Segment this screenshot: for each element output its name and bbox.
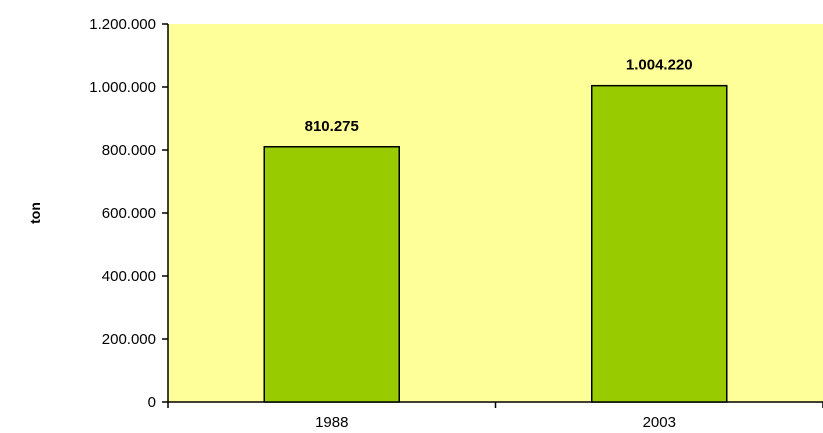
x-tick-label: 2003 [643,414,676,431]
bar-2003 [591,84,728,403]
y-tick-label: 400.000 [102,268,156,285]
y-tick-label: 600.000 [102,205,156,222]
y-axis: 0 200.000 400.000 600.000 800.000 1.000.000 1.… [89,16,169,411]
data-labels: 810.275 1.004.220 [305,57,693,135]
y-tick-label: 1.200.000 [89,16,156,33]
bar-1988 [263,146,400,403]
data-label-1988: 810.275 [305,118,359,135]
x-axis: 1988 2003 [167,401,823,431]
y-tick-label: 800.000 [102,142,156,159]
data-label-2003: 1.004.220 [626,57,693,74]
bars [263,84,728,403]
y-tick-label: 1.000.000 [89,79,156,96]
y-tick-label: 0 [148,394,156,411]
x-tick-label: 1988 [315,414,348,431]
y-tick-label: 200.000 [102,331,156,348]
y-axis-title: ton [27,202,43,224]
